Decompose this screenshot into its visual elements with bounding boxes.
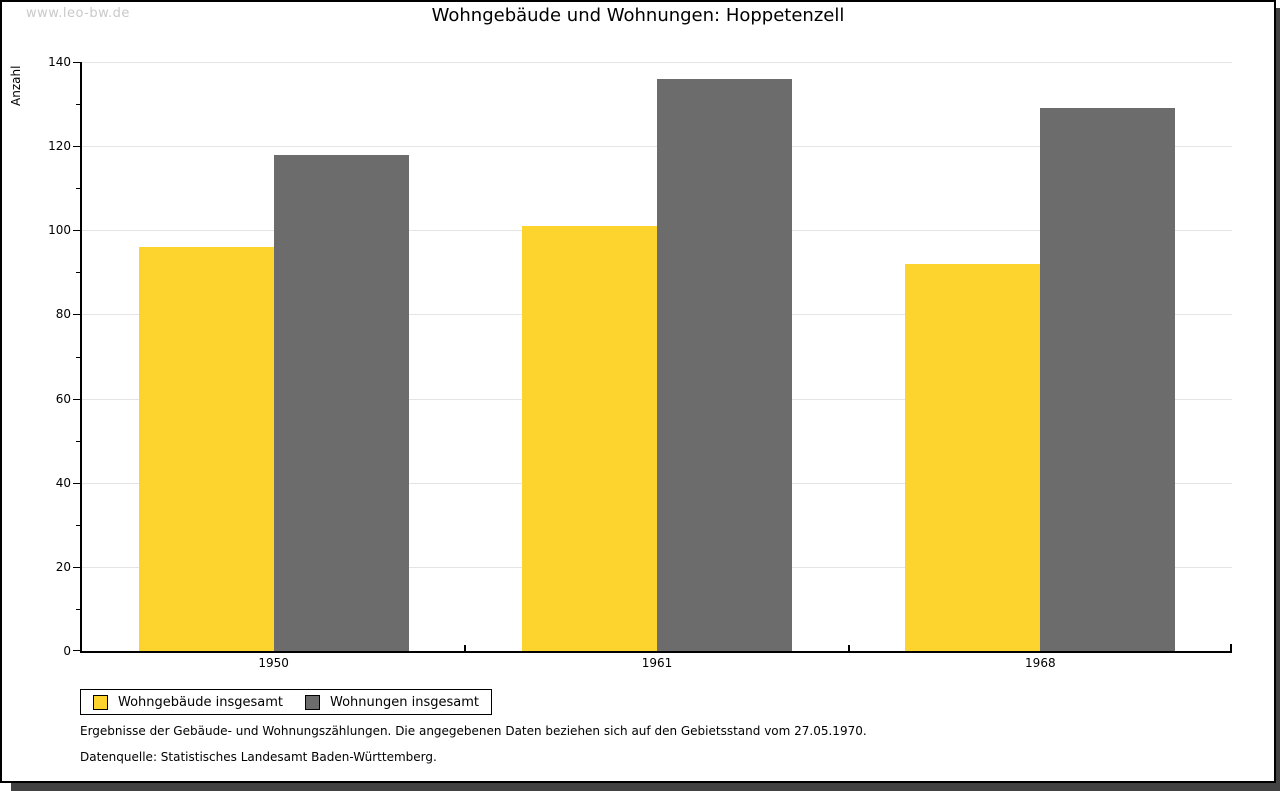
plot-area: 0 20 40 60 80 100 120 140 1950 1961 1968 [48,55,1232,670]
y-tick-label: 40 [55,475,71,490]
bar-1961-wohngebaeude [522,226,657,651]
y-minor-tick [76,356,80,358]
bar-1950-wohngebaeude [138,247,274,651]
y-tick-label: 100 [48,223,71,238]
bar-1950-wohnungen [273,155,409,651]
x-axis-separator-tick [464,645,467,651]
y-axis-label: Anzahl [9,65,23,106]
legend-item-label: Wohnungen insgesamt [330,694,479,710]
y-minor-tick [76,188,80,190]
x-category-label: 1968 [1025,656,1056,670]
legend: Wohngebäude insgesamt Wohnungen insgesamt [80,689,492,715]
y-major-tick [73,230,80,232]
legend-item-label: Wohngebäude insgesamt [118,694,283,710]
y-minor-tick [76,272,80,274]
x-axis-end-tick [1230,644,1232,651]
y-tick-label: 0 [63,644,71,658]
y-major-tick [73,482,80,484]
y-major-tick [73,62,80,63]
y-major-tick [73,650,80,651]
gridline [82,62,1232,63]
legend-item: Wohnungen insgesamt [305,694,479,710]
y-tick-label: 80 [55,307,71,322]
bar-1968-wohngebaeude [905,264,1041,651]
legend-swatch [93,694,108,710]
y-tick-label: 20 [55,559,71,574]
bar-1961-wohnungen [657,79,792,651]
y-minor-tick [76,524,80,526]
x-category-label: 1961 [641,656,673,670]
y-major-tick [73,146,80,148]
y-major-tick [73,314,80,316]
y-minor-tick [76,440,80,442]
y-minor-tick [76,104,80,106]
watermark: www.leo-bw.de [26,6,130,21]
footnote-datenquelle: Datenquelle: Statistisches Landesamt Bad… [80,750,437,764]
chart-title: Wohngebäude und Wohnungen: Hoppetenzell [431,5,845,26]
y-tick-label: 120 [48,139,71,154]
x-axis-separator-tick [847,645,850,651]
y-major-tick [73,566,80,568]
bar-1968-wohnungen [1040,108,1176,651]
footnote-gebietsstand: Ergebnisse der Gebäude- und Wohnungszähl… [80,724,867,738]
legend-swatch [305,694,320,710]
legend-item: Wohngebäude insgesamt [93,694,283,710]
y-tick-label: 60 [55,391,71,406]
x-category-label: 1950 [258,656,289,670]
y-minor-tick [76,608,80,610]
y-major-tick [73,398,80,400]
y-tick-label: 140 [48,55,71,69]
